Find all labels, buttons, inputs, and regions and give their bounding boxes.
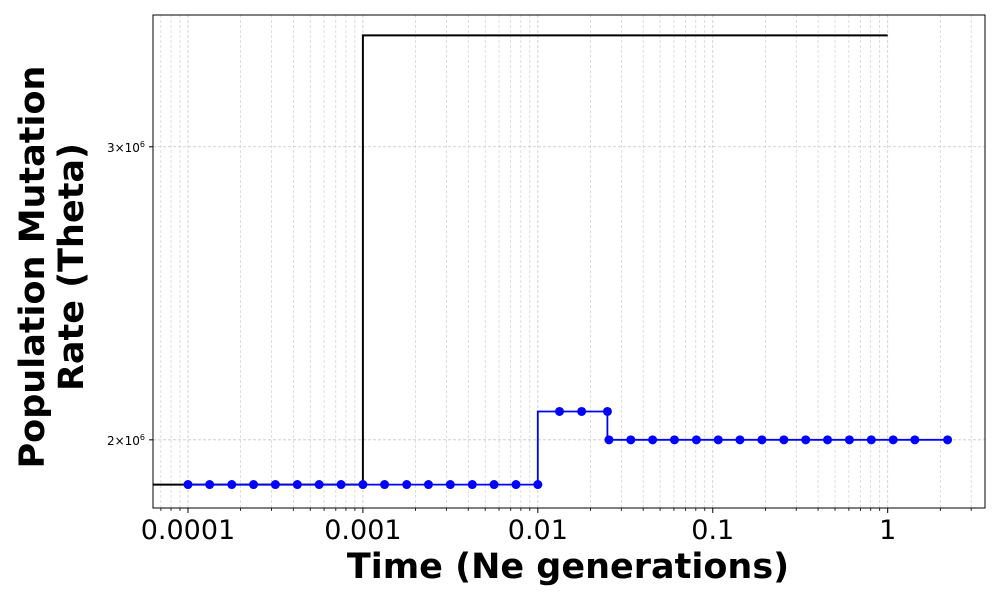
series-2-point [888, 435, 898, 445]
series-2-point [577, 406, 587, 416]
series-2-point [314, 480, 324, 490]
series-2-point [445, 480, 455, 490]
series-2-point [648, 435, 658, 445]
series-2-point [844, 435, 854, 445]
series-2-point [183, 480, 193, 490]
series-2-point [757, 435, 767, 445]
series-2-point [602, 406, 612, 416]
series-2-point [823, 435, 833, 445]
series-2-point [910, 435, 920, 445]
series-2-point [402, 480, 412, 490]
series-2-point [533, 480, 543, 490]
grid-lines [153, 15, 985, 508]
series-2-point [554, 406, 564, 416]
series-2-point [249, 480, 259, 490]
plot-frame [152, 14, 986, 509]
y-axis-label-line-2: Rate (Theta) [52, 143, 92, 391]
series-2-point [489, 480, 499, 490]
x-tick-label: 0.01 [508, 515, 568, 546]
x-tick-label: 0.1 [691, 515, 734, 546]
series-2-point [292, 480, 302, 490]
y-axis-label: Population Mutation Rate (Theta) [13, 66, 92, 469]
series-2-point [358, 480, 368, 490]
series-2-point [669, 435, 679, 445]
series-2-point [735, 435, 745, 445]
series-2-point [270, 480, 280, 490]
series-2-point [779, 435, 789, 445]
series-2-point [336, 480, 346, 490]
series-2-line [188, 410, 948, 486]
series-2-point [713, 435, 723, 445]
x-tick-label: 0.001 [324, 515, 401, 546]
y-tick-label: 2×106 [107, 433, 145, 448]
series-layer [153, 34, 953, 490]
series-2-point [423, 480, 433, 490]
y-axis-label-line-1: Population Mutation [13, 66, 53, 469]
x-axis-label: Time (Ne generations) [347, 547, 789, 587]
series-2-point [626, 435, 636, 445]
series-1-line [153, 34, 888, 486]
series-2-point [801, 435, 811, 445]
series-2-point [604, 435, 614, 445]
series-2-point [943, 435, 953, 445]
series-2-point [467, 480, 477, 490]
series-2-point [380, 480, 390, 490]
y-tick-label: 3×106 [107, 140, 145, 155]
x-tick-label: 0.0001 [141, 515, 235, 546]
series-2-point [205, 480, 215, 490]
series-2-point [511, 480, 521, 490]
x-tick-label: 1 [879, 515, 896, 546]
series-2-point [691, 435, 701, 445]
tick-layer: 0.0001 0.001 0.01 0.1 1 2×106 3×106 [107, 140, 972, 546]
series-2-point [866, 435, 876, 445]
series-2-point [227, 480, 237, 490]
